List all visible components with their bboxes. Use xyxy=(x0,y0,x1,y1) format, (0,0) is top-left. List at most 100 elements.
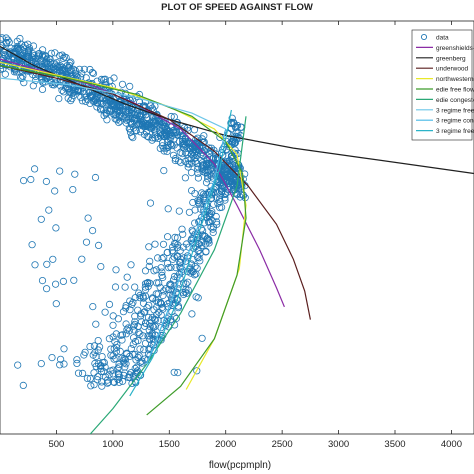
data-point xyxy=(53,59,61,67)
data-point xyxy=(116,98,124,106)
data-point xyxy=(174,131,182,139)
data-point xyxy=(105,335,114,343)
data-point xyxy=(41,52,50,60)
data-point xyxy=(16,74,25,82)
data-point xyxy=(73,359,81,367)
data-point xyxy=(206,210,214,218)
data-point xyxy=(144,332,152,340)
data-point xyxy=(140,130,148,139)
data-point xyxy=(162,285,170,293)
data-point xyxy=(25,44,33,52)
data-point xyxy=(191,190,199,198)
data-point xyxy=(50,81,58,89)
data-point xyxy=(0,44,5,52)
data-point xyxy=(159,291,167,300)
data-point xyxy=(60,53,69,61)
data-point xyxy=(131,337,140,346)
data-point xyxy=(82,74,90,82)
data-point xyxy=(79,369,87,377)
data-point xyxy=(148,134,156,142)
data-point xyxy=(158,142,166,150)
legend-label: 3 regime free xyxy=(436,128,474,135)
data-point xyxy=(42,177,51,186)
legend: data greenshields-greenberg underwood north… xyxy=(411,29,474,141)
data-point xyxy=(128,119,136,127)
data-point xyxy=(73,356,81,364)
data-point xyxy=(60,360,68,368)
data-point xyxy=(52,224,60,232)
data-point xyxy=(167,281,175,289)
data-point xyxy=(167,128,175,136)
data-point xyxy=(157,300,165,308)
data-point xyxy=(37,215,45,223)
data-point xyxy=(69,186,77,194)
data-point xyxy=(55,66,64,74)
data-point xyxy=(160,144,168,152)
data-point xyxy=(123,326,131,334)
data-point xyxy=(118,80,127,88)
data-point xyxy=(110,355,118,363)
data-point xyxy=(136,291,144,299)
data-point xyxy=(82,97,90,106)
data-point xyxy=(35,49,43,58)
data-point xyxy=(119,308,128,316)
data-point xyxy=(227,170,235,178)
data-point xyxy=(154,290,162,298)
data-point xyxy=(184,160,192,168)
data-point xyxy=(148,124,156,132)
data-point xyxy=(96,343,104,351)
data-point xyxy=(184,163,192,171)
data-point xyxy=(194,197,202,205)
data-point xyxy=(200,190,208,198)
data-point xyxy=(209,223,218,231)
data-point xyxy=(153,279,161,287)
data-point xyxy=(160,316,168,325)
data-point xyxy=(93,99,102,107)
data-point xyxy=(70,65,78,74)
data-point xyxy=(159,139,167,147)
data-point xyxy=(195,200,203,208)
data-point xyxy=(37,359,45,368)
data-point xyxy=(17,40,25,48)
data-point xyxy=(105,371,113,379)
data-point xyxy=(205,213,213,221)
data-point xyxy=(205,237,213,245)
data-point xyxy=(91,173,100,182)
data-point xyxy=(188,310,196,318)
data-point xyxy=(136,345,144,353)
data-point xyxy=(141,267,150,275)
data-point xyxy=(103,92,112,101)
data-point xyxy=(89,302,97,311)
data-point xyxy=(158,303,166,312)
data-point xyxy=(131,110,139,119)
data-point xyxy=(97,367,106,375)
data-point xyxy=(51,49,59,57)
data-point xyxy=(43,74,51,83)
legend-label: edie free flow xyxy=(436,87,474,94)
underwood-curve xyxy=(0,64,311,320)
data-point xyxy=(14,361,22,369)
data-point xyxy=(172,128,180,136)
data-point xyxy=(13,42,21,51)
data-point xyxy=(92,320,100,328)
data-point xyxy=(108,100,116,108)
data-point xyxy=(11,44,19,53)
data-point xyxy=(30,165,39,173)
data-point xyxy=(159,305,167,313)
data-point xyxy=(115,378,123,386)
x-tick-label: 1000 xyxy=(102,439,123,450)
data-point xyxy=(87,382,95,390)
data-point xyxy=(156,298,165,306)
data-point xyxy=(43,260,51,268)
data-point xyxy=(86,374,94,383)
data-point xyxy=(190,271,199,279)
data-point xyxy=(51,280,60,288)
data-point xyxy=(241,170,249,178)
data-point xyxy=(34,50,43,58)
data-point xyxy=(164,205,172,213)
data-point xyxy=(31,261,39,269)
data-point xyxy=(146,257,154,265)
data-point xyxy=(101,308,109,316)
data-point xyxy=(177,159,185,167)
data-point xyxy=(131,364,139,373)
